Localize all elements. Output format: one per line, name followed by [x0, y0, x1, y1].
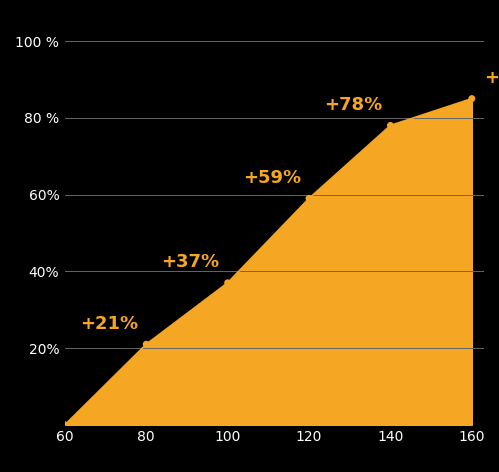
Point	[468, 95, 476, 102]
Point	[386, 122, 394, 129]
Point	[305, 194, 313, 202]
Text: +37%: +37%	[161, 253, 220, 271]
Text: +21%: +21%	[80, 315, 138, 333]
Point	[61, 421, 69, 429]
Point	[224, 279, 232, 287]
Text: +78%: +78%	[324, 96, 382, 114]
Text: +85%: +85%	[484, 69, 499, 87]
Point	[142, 340, 150, 348]
Text: +59%: +59%	[243, 169, 301, 187]
